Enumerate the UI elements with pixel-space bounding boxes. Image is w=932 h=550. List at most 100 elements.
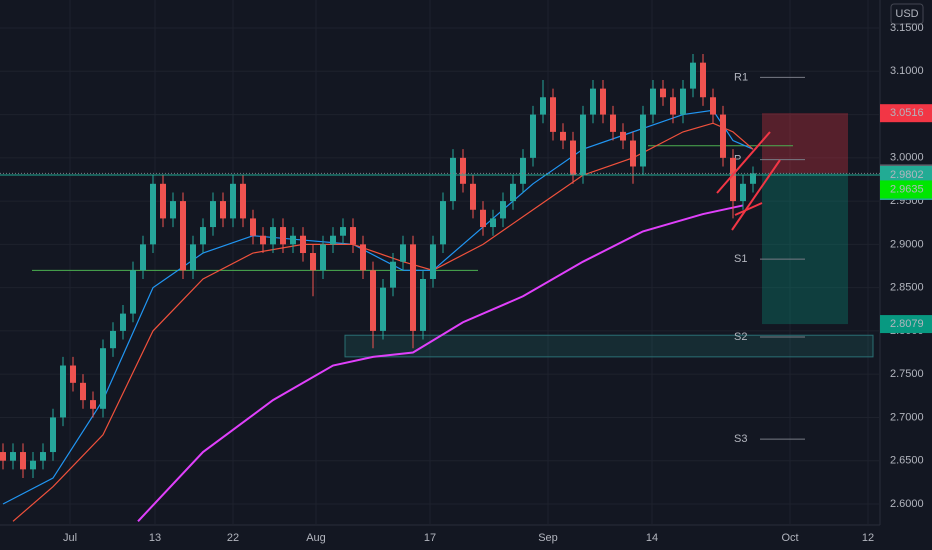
y-tick-label: 2.6500 [890,455,924,467]
candle-body [460,157,466,184]
candle-body [320,244,326,271]
candle-body [570,140,576,176]
x-tick-label: 22 [227,532,239,544]
candle-body [60,365,66,418]
price-marker-label: 3.0516 [890,107,924,119]
candle-body [10,452,16,461]
candle-body [400,244,406,262]
candle-body [530,114,536,158]
moving-average [12,122,754,522]
candle-body [600,88,606,115]
support-zone [344,334,874,358]
pivot-label: R1 [734,71,748,83]
x-tick-label: Sep [538,532,558,544]
x-tick-label: Oct [781,532,798,544]
candle-body [650,88,656,115]
candle-body [210,201,216,228]
x-tick-label: 13 [149,532,161,544]
candle-body [390,261,396,288]
candle-body [180,201,186,271]
pivot-label: S1 [734,253,747,265]
candle-body [520,157,526,184]
candle-body [280,227,286,245]
candle-body [510,183,516,202]
y-tick-label: 3.0000 [890,152,924,164]
candle-body [660,88,666,98]
candle-body [190,244,196,271]
y-tick-label: 2.9000 [890,238,924,250]
candle-body [580,114,586,176]
candle-body [540,97,546,115]
candle-body [120,313,126,331]
x-tick-label: 12 [862,532,874,544]
candle-body [290,235,296,245]
candle-body [130,270,136,314]
x-tick-label: Aug [306,532,326,544]
candle-body [480,209,486,228]
candle-body [150,183,156,245]
candle-body [730,157,736,202]
candle-body [500,201,506,219]
y-tick-label: 3.1500 [890,22,924,34]
candle-body [270,227,276,245]
candle-body [680,88,686,115]
currency-box[interactable] [890,3,924,25]
candle-body [230,183,236,219]
x-tick-label: 17 [424,532,436,544]
pivot-label: S2 [734,331,747,343]
stop-zone [762,113,848,174]
x-tick-label: 14 [646,532,658,544]
candle-body [720,114,726,158]
moving-average [2,109,754,505]
candle-body [640,114,646,167]
candle-body [360,244,366,271]
price-marker [880,104,932,123]
candle-body [70,365,76,383]
candle-body [380,287,386,331]
candle-body [610,114,616,132]
candle-body [330,235,336,245]
candle-body [590,88,596,115]
candle-body [300,235,306,254]
candle-body [0,452,6,461]
candle-body [710,97,716,115]
candle-body [170,201,176,219]
candle-body [160,183,166,219]
currency: USD [895,8,918,20]
y-tick-label: 2.6000 [890,498,924,510]
y-tick-label: 2.7000 [890,411,924,423]
candle-body [550,97,556,132]
candle-body [20,452,26,470]
price-marker-label: 2.8079 [890,318,924,330]
candle-body [30,460,36,470]
candle-body [450,157,456,202]
candle-body [140,244,146,271]
candle-body [350,227,356,245]
candle-body [430,244,436,279]
candle-body [200,227,206,245]
y-tick-label: 2.8500 [890,282,924,294]
candle-body [440,201,446,245]
candle-body [470,183,476,210]
candle-body [310,253,316,271]
candle-body [240,183,246,219]
price-marker [880,180,932,199]
price-marker-label: 2.9635 [890,183,924,195]
candle-body [110,330,116,349]
candle-body [690,62,696,89]
candle-body [260,235,266,245]
price-marker-label: 2.9802 [890,169,924,181]
target-zone [762,173,848,325]
candle-body [340,227,346,236]
candle-body [700,62,706,98]
candle-body [370,270,376,331]
candle-body [80,382,86,401]
moving-average [137,204,744,522]
y-tick-label: 2.7500 [890,368,924,380]
candle-body [490,218,496,228]
candle-body [250,218,256,236]
candle-body [90,400,96,409]
candle-body [100,348,106,409]
candle-body [40,452,46,461]
